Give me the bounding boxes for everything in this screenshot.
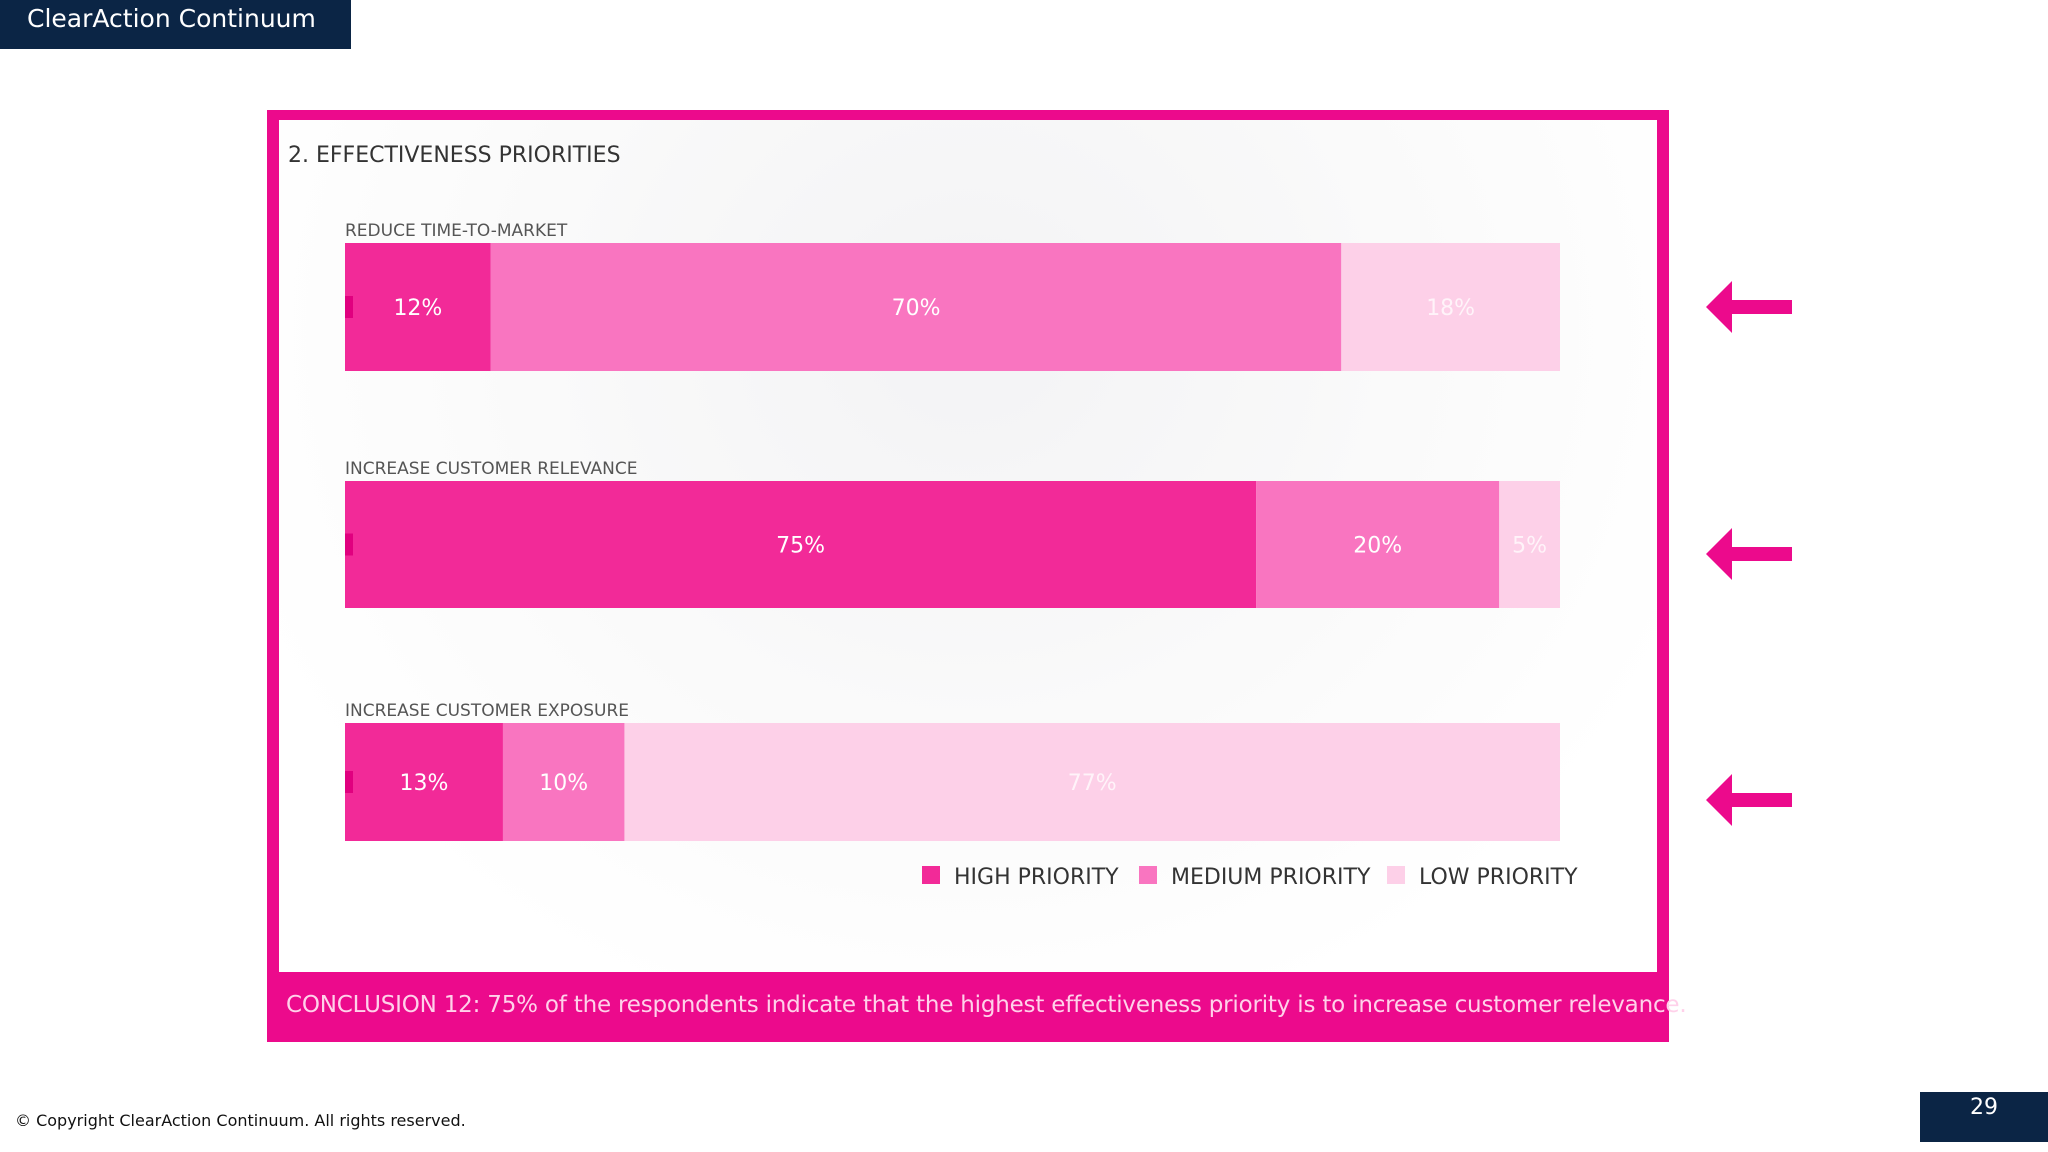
bar-segment xyxy=(502,723,625,841)
bar-start-marker xyxy=(345,296,353,318)
brand-header: ClearAction Continuum xyxy=(0,0,351,49)
data-label: 18% xyxy=(1426,296,1475,321)
category-label: INCREASE CUSTOMER EXPOSURE xyxy=(345,701,629,721)
data-label: 70% xyxy=(892,296,941,321)
legend-swatch xyxy=(1139,866,1157,884)
page-number: 29 xyxy=(1920,1092,2048,1142)
left-arrow-icon xyxy=(1706,281,1792,333)
left-arrow-icon xyxy=(1706,528,1792,580)
data-label: 75% xyxy=(776,534,825,559)
bar-segment xyxy=(345,723,503,841)
data-label: 20% xyxy=(1353,534,1402,559)
legend-swatch xyxy=(922,866,940,884)
stacked-bar-chart: 2. EFFECTIVENESS PRIORITIES REDUCE TIME-T… xyxy=(288,143,1578,890)
legend-swatch xyxy=(1387,866,1405,884)
chart-frame: 2. EFFECTIVENESS PRIORITIES REDUCE TIME-T… xyxy=(267,110,1687,1042)
category-label: INCREASE CUSTOMER RELEVANCE xyxy=(345,459,637,479)
category-label: REDUCE TIME-TO-MARKET xyxy=(345,221,568,241)
bar-segment xyxy=(345,243,491,371)
data-label: 5% xyxy=(1512,534,1547,559)
bar-segment xyxy=(624,723,1560,841)
chart-title: 2. EFFECTIVENESS PRIORITIES xyxy=(288,143,621,168)
legend-label: HIGH PRIORITY xyxy=(954,865,1119,890)
bar-segment xyxy=(345,481,1257,608)
bar-segment xyxy=(1499,481,1560,608)
bar-segment xyxy=(1256,481,1500,608)
data-label: 10% xyxy=(539,771,588,796)
conclusion-text: CONCLUSION 12: 75% of the respondents in… xyxy=(286,992,1687,1018)
copyright-text: © Copyright ClearAction Continuum. All r… xyxy=(15,1111,466,1130)
bar-start-marker xyxy=(345,533,353,556)
legend-label: LOW PRIORITY xyxy=(1419,865,1578,890)
left-arrow-icon xyxy=(1706,774,1792,826)
data-label: 12% xyxy=(393,296,442,321)
data-label: 13% xyxy=(400,771,449,796)
bar-segment xyxy=(1341,243,1560,371)
bar-start-marker xyxy=(345,771,353,793)
legend-label: MEDIUM PRIORITY xyxy=(1171,865,1371,890)
data-label: 77% xyxy=(1068,771,1117,796)
bar-segment xyxy=(490,243,1342,371)
chart-panel: 2. EFFECTIVENESS PRIORITIES REDUCE TIME-T… xyxy=(279,120,1657,972)
